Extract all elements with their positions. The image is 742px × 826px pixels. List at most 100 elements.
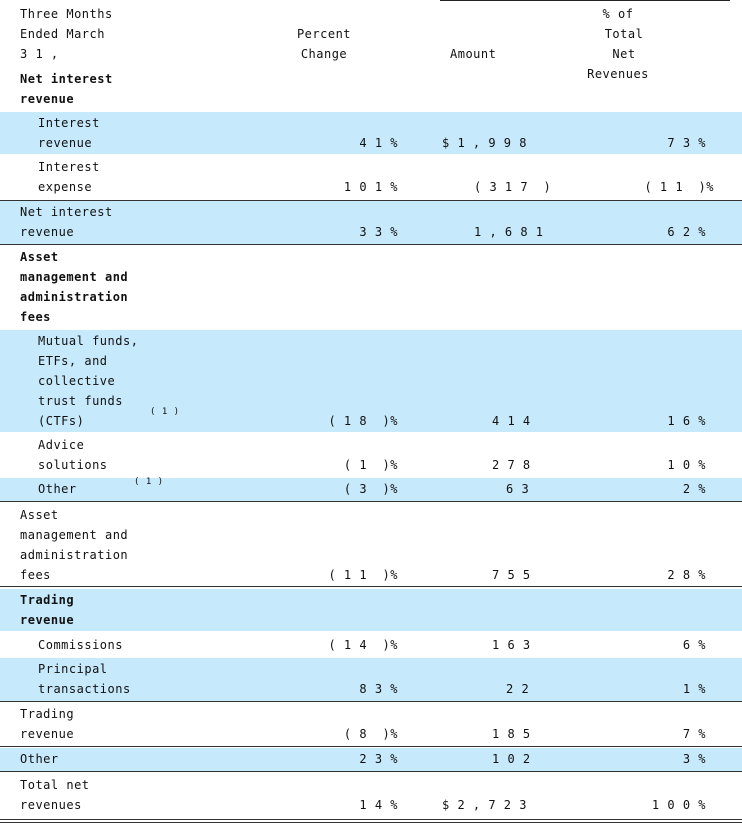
- table-row-mutual-funds: Mutual funds, ETFs, and collective trust…: [0, 330, 742, 432]
- header-percent-change: Percent Change: [284, 24, 364, 64]
- header-amount: Amount: [450, 47, 497, 61]
- row-label-line: Net interest: [20, 205, 113, 219]
- row-label-line: Trading: [20, 707, 75, 721]
- percent-change-cell: 3 3 %: [359, 225, 398, 239]
- header-period-line2: Ended March: [20, 27, 105, 41]
- header-share-line1: % of: [602, 7, 634, 21]
- table-row-total-net-revenues: Total net revenues 1 4 % $ 2 , 7 2 3 1 0…: [0, 774, 742, 818]
- header-period-line1: Three Months: [20, 7, 113, 21]
- row-label-line: management and: [20, 528, 129, 542]
- section-title-asset-management: Asset management and administration fees: [0, 246, 742, 328]
- share-cell: 6 %: [682, 638, 706, 652]
- table-row-other-asset-management: Other ( 1 ) ( 3 )% 6 3 2 %: [0, 477, 742, 502]
- percent-change-cell: ( 3 )%: [343, 482, 398, 496]
- section-title-line: Asset: [20, 250, 59, 264]
- section-title-line: revenue: [20, 92, 75, 106]
- amount-cell: 2 7 8: [492, 458, 531, 472]
- header-share-line2: Total Net: [604, 27, 644, 61]
- header-share-line3: Revenues: [587, 67, 649, 81]
- percent-change-cell: 8 3 %: [359, 682, 398, 696]
- row-label-line: collective: [38, 374, 116, 388]
- row-label-line: revenues: [20, 798, 82, 812]
- amount-cell: 1 , 6 8 1: [474, 225, 544, 239]
- percent-change-cell: 1 0 1 %: [343, 180, 398, 194]
- row-label-line: Other: [38, 482, 77, 496]
- percent-change-cell: ( 8 )%: [343, 727, 398, 741]
- percent-change-cell: ( 1 4 )%: [328, 638, 398, 652]
- share-cell: 1 0 %: [667, 458, 706, 472]
- header-percent-line2: Change: [300, 47, 348, 61]
- amount-cell: 7 5 5: [492, 568, 531, 582]
- percent-change-cell: ( 1 8 )%: [328, 414, 398, 428]
- header-percent-line1: Percent: [296, 27, 352, 41]
- share-cell: 7 3 %: [667, 136, 706, 150]
- amount-cell: 4 1 4: [492, 414, 531, 428]
- percent-change-cell: ( 1 1 )%: [328, 568, 398, 582]
- footnote-marker: ( 1 ): [134, 477, 164, 487]
- amount-cell: $ 1 , 9 9 8: [442, 136, 527, 150]
- percent-change-cell: 1 4 %: [359, 798, 398, 812]
- amount-cell: 1 0 2: [492, 752, 531, 766]
- double-rule-bottom: [0, 822, 742, 823]
- share-cell: 6 2 %: [667, 225, 706, 239]
- row-label-line: solutions: [38, 458, 108, 472]
- row-label-line: Commissions: [38, 638, 123, 652]
- percent-change-cell: 4 1 %: [359, 136, 398, 150]
- share-cell: 2 %: [682, 482, 706, 496]
- table-row-net-interest-revenue-total: Net interest revenue 3 3 % 1 , 6 8 1 6 2…: [0, 200, 742, 245]
- percent-change-cell: ( 1 )%: [343, 458, 398, 472]
- section-title-line: Trading: [20, 593, 75, 607]
- share-cell: 2 8 %: [667, 568, 706, 582]
- row-label-line: Total net: [20, 778, 90, 792]
- row-label-line: Other: [20, 752, 59, 766]
- header-period: Three Months Ended March 3 1 ,: [20, 4, 113, 64]
- row-label-line: ETFs, and: [38, 354, 108, 368]
- share-cell: 1 0 0 %: [651, 798, 706, 812]
- share-cell: 3 %: [682, 752, 706, 766]
- row-label-line: Mutual funds,: [38, 334, 139, 348]
- amount-cell: $ 2 , 7 2 3: [442, 798, 527, 812]
- amount-cell: ( 3 1 7 ): [474, 180, 552, 194]
- section-title-line: management and: [20, 270, 129, 284]
- section-title-net-interest-revenue: Net interest revenue: [0, 68, 742, 112]
- row-label-line: Advice: [38, 438, 85, 452]
- table-row-asset-management-total: Asset management and administration fees…: [0, 504, 742, 587]
- section-title-line: fees: [20, 310, 51, 324]
- table-row-interest-revenue: Interest revenue 4 1 % $ 1 , 9 9 8 7 3 %: [0, 112, 742, 154]
- table-row-other: Other 2 3 % 1 0 2 3 %: [0, 748, 742, 772]
- section-title-line: revenue: [20, 613, 75, 627]
- table-row-advice-solutions: Advice solutions ( 1 )% 2 7 8 1 0 %: [0, 434, 742, 476]
- row-label-line: revenue: [20, 225, 75, 239]
- amount-cell: 6 3: [506, 482, 530, 496]
- row-label-line: expense: [38, 180, 93, 194]
- share-cell: 1 6 %: [667, 414, 706, 428]
- table-row-principal-transactions: Principal transactions 8 3 % 2 2 1 %: [0, 658, 742, 702]
- share-cell: 1 %: [682, 682, 706, 696]
- row-label-line: administration: [20, 548, 129, 562]
- amount-cell: 2 2: [506, 682, 530, 696]
- header-top-rule: [440, 0, 730, 1]
- row-label-line: revenue: [38, 136, 93, 150]
- amount-cell: 1 8 5: [492, 727, 531, 741]
- share-cell: 7 %: [682, 727, 706, 741]
- section-title-trading-revenue: Trading revenue: [0, 589, 742, 631]
- percent-change-cell: 2 3 %: [359, 752, 398, 766]
- share-cell: ( 1 1 )%: [644, 180, 714, 194]
- table-row-trading-revenue-total: Trading revenue ( 8 )% 1 8 5 7 %: [0, 703, 742, 747]
- row-label-line: transactions: [38, 682, 131, 696]
- double-rule-top: [0, 819, 742, 820]
- row-label-line: Asset: [20, 508, 59, 522]
- amount-cell: 1 6 3: [492, 638, 531, 652]
- header-share: % of Total Net Revenues: [580, 4, 656, 84]
- section-title-line: Net interest: [20, 72, 113, 86]
- footnote-marker: ( 1 ): [150, 407, 180, 417]
- table-row-commissions: Commissions ( 1 4 )% 1 6 3 6 %: [0, 633, 742, 657]
- row-label-line: Interest: [38, 116, 100, 130]
- row-label-line: Principal: [38, 662, 108, 676]
- row-label-line: fees: [20, 568, 51, 582]
- table-row-interest-expense: Interest expense 1 0 1 % ( 3 1 7 ) ( 1 1…: [0, 156, 742, 200]
- row-label-line: revenue: [20, 727, 75, 741]
- section-title-line: administration: [20, 290, 129, 304]
- header-period-line3: 3 1 ,: [20, 47, 59, 61]
- row-label-line: Interest: [38, 160, 100, 174]
